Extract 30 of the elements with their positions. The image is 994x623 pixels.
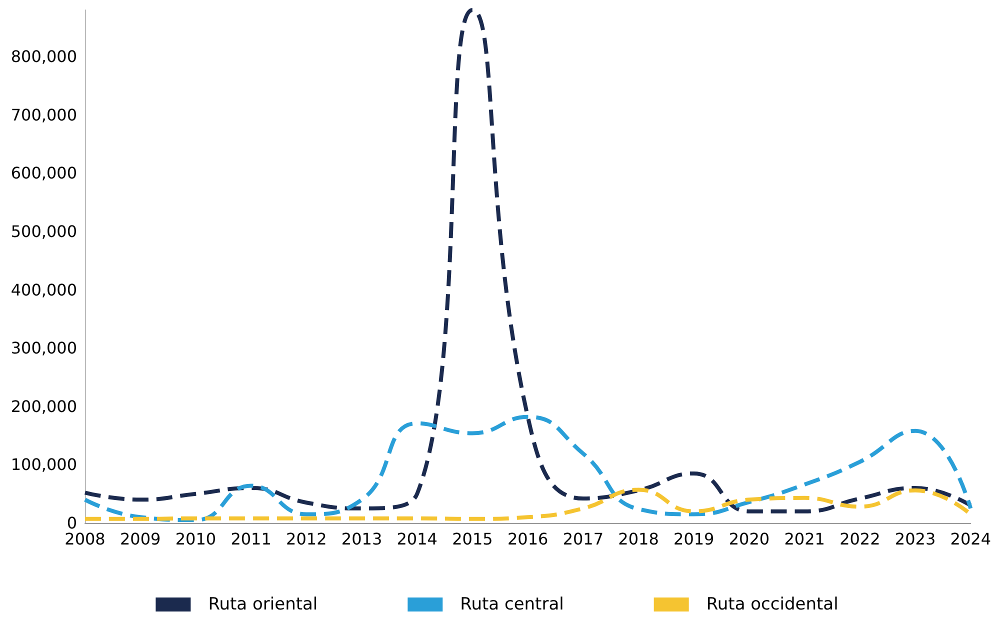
x-tick-label: 2009 xyxy=(120,530,161,548)
x-tick-label: 2019 xyxy=(674,530,714,548)
x-tick-label: 2015 xyxy=(452,530,493,548)
x-tick-label: 2016 xyxy=(507,530,548,548)
y-tick-label: 200,000 xyxy=(10,396,77,416)
x-tick-label: 2018 xyxy=(618,530,659,548)
x-tick-label: 2024 xyxy=(950,530,991,548)
line-series xyxy=(83,414,973,522)
y-tick-label: 100,000 xyxy=(10,455,77,474)
x-tick-label: 2013 xyxy=(341,530,382,548)
y-tick-label: 600,000 xyxy=(10,164,77,183)
x-tick-label: 2021 xyxy=(784,530,825,548)
x-tick-label: 2017 xyxy=(562,530,604,548)
legend-label: Ruta oriental xyxy=(208,594,318,614)
x-tick-label: 2008 xyxy=(64,530,106,548)
y-tick-label: 800,000 xyxy=(10,47,77,66)
y-tick-label: 500,000 xyxy=(10,222,77,242)
x-tick-label: 2023 xyxy=(894,530,936,548)
x-tick-label: 2014 xyxy=(396,530,438,548)
x-tick-label: 2022 xyxy=(840,530,880,548)
y-tick-label: 0 xyxy=(66,514,77,532)
x-tick-label: 2010 xyxy=(175,530,216,548)
y-tick-label: 300,000 xyxy=(10,338,77,358)
x-tick-label: 2012 xyxy=(286,530,327,548)
legend-label: Ruta occidental xyxy=(706,594,838,614)
y-tick-label: 400,000 xyxy=(10,280,77,300)
legend-label: Ruta central xyxy=(460,594,564,614)
y-tick-label: 700,000 xyxy=(10,105,77,124)
x-tick-label: 2011 xyxy=(230,530,272,548)
x-tick-label: 2020 xyxy=(728,530,770,548)
